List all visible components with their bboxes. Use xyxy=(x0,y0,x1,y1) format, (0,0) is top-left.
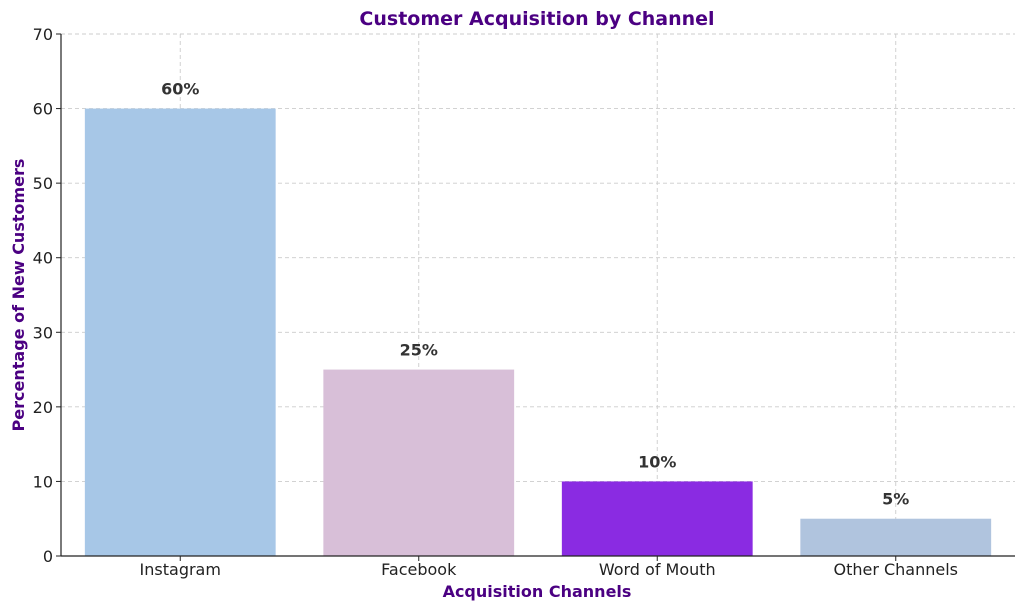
data-label: 25% xyxy=(400,341,438,360)
axes xyxy=(60,34,1015,557)
data-label: 5% xyxy=(882,490,909,509)
bar-instagram xyxy=(84,108,276,557)
y-tick-label: 40 xyxy=(33,249,53,268)
x-tick-labels: Instagram Facebook Word of Mouth Other Chan… xyxy=(140,556,958,579)
y-tick-label: 10 xyxy=(33,472,53,491)
y-tick-label: 20 xyxy=(33,398,53,417)
y-tick-label: 30 xyxy=(33,323,53,342)
data-label: 10% xyxy=(638,452,676,471)
y-tick-label: 60 xyxy=(33,100,53,119)
x-tick-label: Instagram xyxy=(140,560,221,579)
x-tick-label: Facebook xyxy=(381,560,457,579)
y-tick-labels: 0 10 20 30 40 50 60 70 xyxy=(33,25,61,566)
bars xyxy=(84,108,992,557)
y-axis-title: Percentage of New Customers xyxy=(9,159,28,432)
bar-facebook xyxy=(323,369,515,556)
grid-lines xyxy=(61,33,1015,556)
y-tick-label: 0 xyxy=(43,547,53,566)
chart-title: Customer Acquisition by Channel xyxy=(359,8,714,30)
bar-word-of-mouth xyxy=(561,481,753,556)
data-labels: 60% 25% 10% 5% xyxy=(161,80,909,509)
x-tick-label: Other Channels xyxy=(833,560,958,579)
x-tick-label: Word of Mouth xyxy=(599,560,716,579)
y-tick-label: 50 xyxy=(33,174,53,193)
bar-other-channels xyxy=(800,518,992,556)
x-axis-title: Acquisition Channels xyxy=(443,582,632,601)
y-tick-label: 70 xyxy=(33,25,53,44)
data-label: 60% xyxy=(161,80,199,99)
